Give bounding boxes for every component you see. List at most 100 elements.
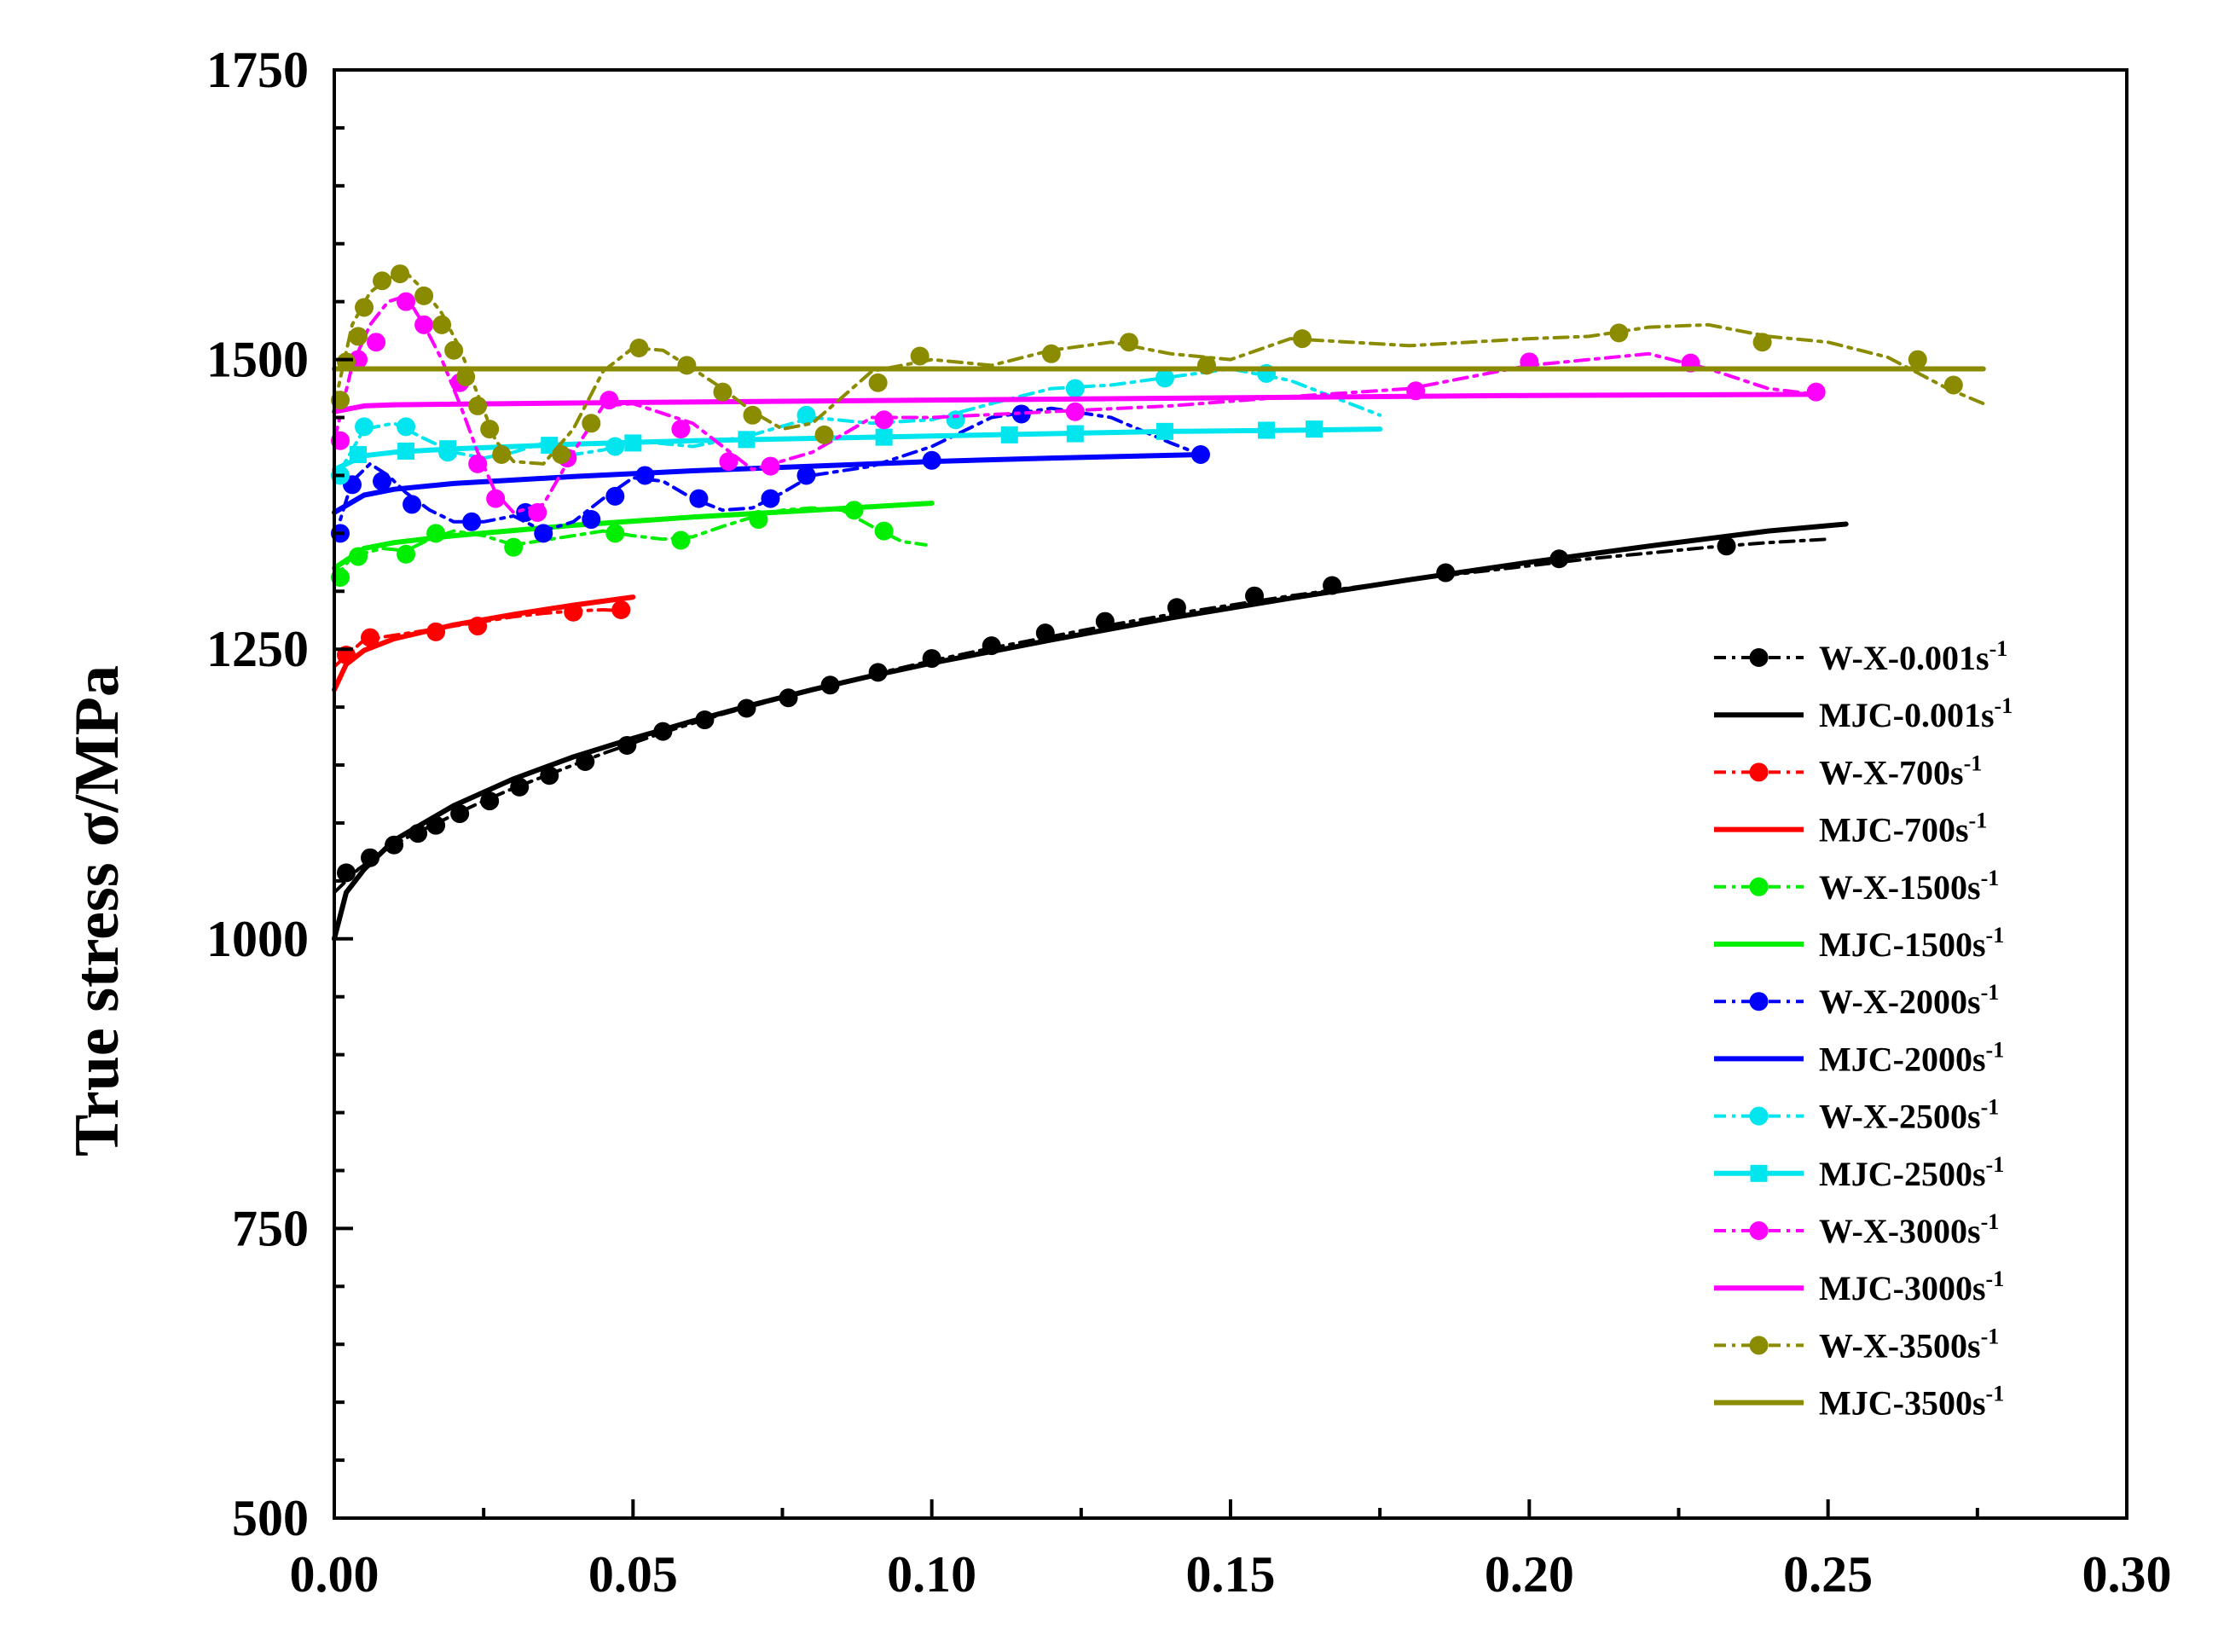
legend-label: MJC-2000s-1 [1819,1037,2004,1078]
legend-label: W-X-2000s-1 [1819,980,1999,1021]
y-tick-label: 1500 [206,332,309,388]
data-point [397,292,416,311]
data-point [946,410,965,430]
legend-label: MJC-700s-1 [1819,809,1987,849]
data-point [1065,379,1085,398]
legend-label: MJC-1500s-1 [1819,923,2004,964]
data-point [450,804,470,824]
legend-label: MJC-2500s-1 [1819,1152,2004,1193]
data-point [1066,425,1084,443]
data-point [480,791,500,811]
data-point [1000,426,1018,443]
data-point [361,628,380,647]
y-tick-label: 1000 [206,911,309,967]
legend-label: MJC-3500s-1 [1819,1382,2004,1423]
series-MJC-0.001 [332,521,1849,942]
legend-item-W-X-1500: W-X-1500s-1 [1714,866,1999,907]
legend-item-W-X-700: W-X-700s-1 [1714,751,1982,791]
data-point [605,437,625,456]
data-point [492,444,512,464]
data-point [1065,402,1085,421]
data-point [713,382,733,402]
legend-item-W-X-2000: W-X-2000s-1 [1714,980,1999,1021]
legend-swatch-marker [1749,1221,1769,1240]
data-point [355,417,374,437]
data-point [414,286,434,305]
series-W-X-3500 [331,264,1985,466]
series-MJC-2500 [332,420,1383,472]
data-point [373,271,392,291]
data-point [1041,344,1061,363]
data-point [796,466,816,485]
data-point [874,410,894,430]
data-point [814,425,834,444]
data-point [611,600,631,620]
x-tick-label: 0.10 [887,1546,976,1603]
legend-swatch-marker [1749,648,1769,667]
data-point [1717,536,1736,556]
data-point [462,512,482,531]
data-point [761,489,780,508]
data-point [444,340,464,360]
legend-label: MJC-3000s-1 [1819,1267,2004,1307]
legend-item-W-X-2500: W-X-2500s-1 [1714,1095,1999,1136]
data-point [671,530,691,550]
data-point [540,766,559,785]
data-point [1943,375,1963,395]
x-tick-label: 0.30 [2082,1546,2172,1603]
data-point [1752,333,1772,352]
x-tick-label: 0.15 [1186,1546,1276,1603]
x-tick-label: 0.05 [588,1546,678,1603]
data-point [1245,586,1265,606]
data-point [1167,598,1186,617]
legend-label: W-X-3500s-1 [1819,1324,1999,1365]
series-MJC-1500 [332,501,935,571]
series-line-MJC-3000 [332,391,1819,414]
x-tick-label: 0.00 [290,1546,379,1603]
data-point [796,405,816,425]
data-point [910,346,930,366]
legend: W-X-0.001s-1 MJC-0.001s-1 W-X-700s-1 MJC-70… [1714,636,2013,1423]
data-point [1306,420,1323,438]
legend-label: W-X-3000s-1 [1819,1209,1999,1250]
data-point [349,327,368,346]
data-point [468,396,488,415]
legend-item-MJC-700: MJC-700s-1 [1714,809,1987,849]
data-point [456,367,476,386]
data-point [874,521,894,541]
y-tick-label: 750 [232,1200,309,1256]
y-tick-label: 500 [232,1490,309,1546]
data-point [367,333,386,352]
data-point [605,486,625,506]
data-point [875,428,893,446]
series-line-MJC-0.001 [332,521,1849,942]
data-point [528,502,547,522]
legend-item-W-X-0.001: W-X-0.001s-1 [1714,636,2007,677]
x-tick-label: 0.25 [1783,1546,1873,1603]
axes-layer: 0.00 0.05 0.10 0.15 0.20 0.25 0.30 500 750 1000 12… [206,42,2172,1603]
data-point [397,442,415,460]
data-point [677,356,697,375]
data-point [397,417,416,437]
legend-swatch-marker [1750,1164,1768,1182]
data-point [624,434,642,452]
data-point [1155,422,1173,440]
legend-item-MJC-1500: MJC-1500s-1 [1714,923,2004,964]
series-MJC-2000 [332,452,1203,515]
series-MJC-3000 [332,391,1819,414]
legend-swatch-marker [1749,992,1769,1011]
data-point [391,264,410,284]
series-W-X-2000 [331,404,1210,543]
legend-item-MJC-3500: MJC-3500s-1 [1714,1382,2004,1423]
data-point [403,495,422,514]
data-point [605,524,625,543]
data-point [373,472,392,491]
legend-item-W-X-3500: W-X-3500s-1 [1714,1324,1999,1365]
data-point [414,315,434,334]
legend-swatch-marker [1749,762,1769,782]
data-point [719,452,738,472]
legend-swatch-marker [1749,1336,1769,1355]
legend-item-MJC-2000: MJC-2000s-1 [1714,1037,2004,1078]
